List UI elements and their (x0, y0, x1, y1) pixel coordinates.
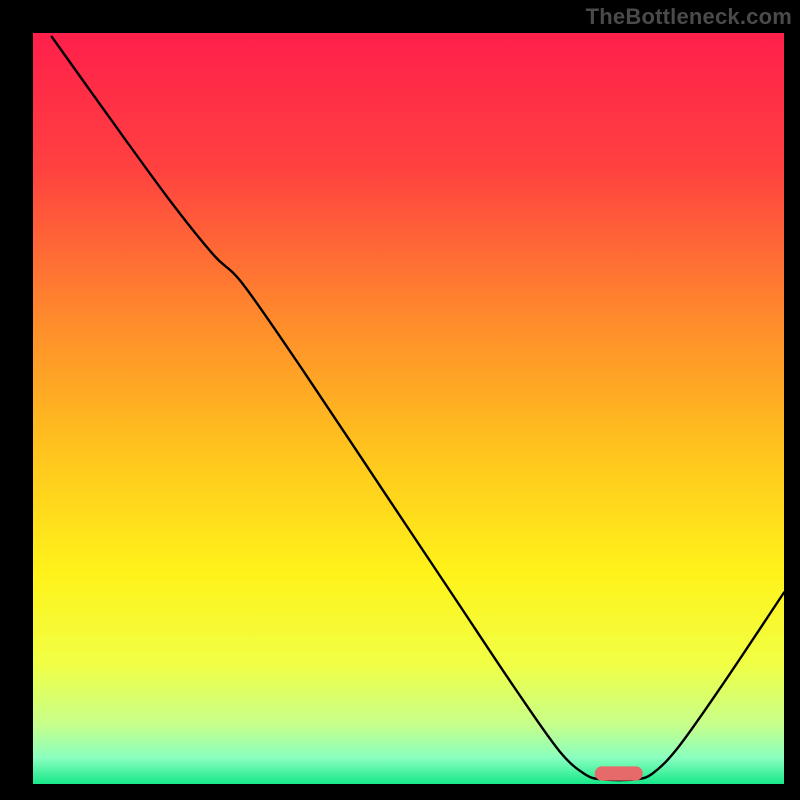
watermark-text: TheBottleneck.com (586, 4, 792, 30)
gradient-background (33, 33, 784, 784)
chart-frame: TheBottleneck.com (0, 0, 800, 800)
plot-svg (33, 33, 784, 784)
optimal-marker (595, 766, 643, 780)
plot-area (33, 33, 784, 784)
